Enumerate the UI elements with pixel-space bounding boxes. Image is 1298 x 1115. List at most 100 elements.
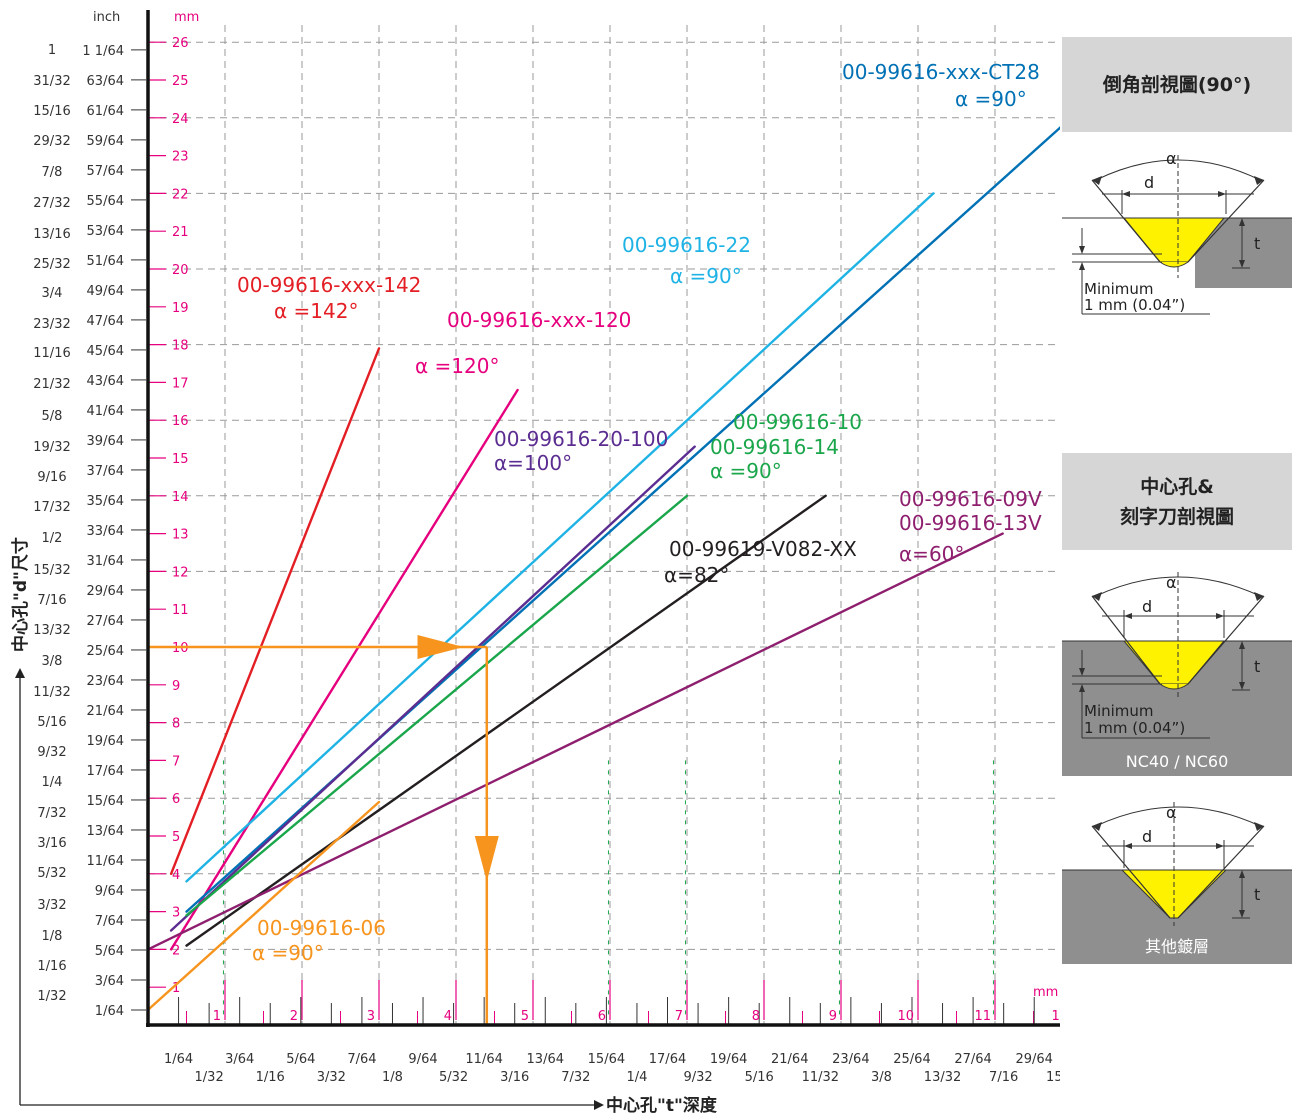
y-in64-label-35/64: 35/64: [87, 494, 124, 509]
series-line-8: [146, 800, 381, 1012]
y-inch-label-25/32: 25/32: [33, 257, 70, 272]
x-in64-label-7/64: 7/64: [347, 1052, 376, 1067]
label-10-name2: 00-99616-14: [710, 435, 839, 459]
axes: [146, 10, 1060, 1027]
y-axis-title: 中心孔"d"尺寸: [10, 537, 31, 652]
y-inch-label-19/32: 19/32: [33, 440, 70, 455]
example-arrowhead-right: [417, 635, 464, 659]
label-120-alpha: α =120°: [415, 354, 499, 378]
y-inch-label-13/32: 13/32: [33, 623, 70, 638]
series-line-2: [185, 192, 935, 883]
x-mm-label-8: 8: [752, 1009, 760, 1024]
x-in32-label-1/32: 1/32: [195, 1070, 224, 1085]
y-inch-label-11/32: 11/32: [33, 685, 70, 700]
y-in64-label-3/64: 3/64: [95, 974, 124, 989]
caption-other: 其他鍍層: [1144, 937, 1209, 956]
label-22-name: 00-99616-22: [622, 233, 751, 257]
y-inch-label-21/32: 21/32: [33, 377, 70, 392]
x-in32-label-7/16: 7/16: [989, 1070, 1018, 1085]
x-in64-label-29/64: 29/64: [1015, 1052, 1052, 1067]
y-inch-label-3/8: 3/8: [42, 654, 63, 669]
y-in64-label-39/64: 39/64: [87, 434, 124, 449]
chart-svg: 1234567891011121234567891011121314151617…: [10, 10, 1060, 1115]
y-mm-label-9: 9: [172, 679, 180, 694]
y-in64-label-59/64: 59/64: [87, 134, 124, 149]
y-in64-label-41/64: 41/64: [87, 404, 124, 419]
x-in32-label-13/32: 13/32: [924, 1070, 961, 1085]
y-in64-label-7/64: 7/64: [95, 914, 124, 929]
x-in64-label-19/64: 19/64: [710, 1052, 747, 1067]
y-mm-label-15: 15: [172, 452, 189, 467]
top-unit-inch: inch: [93, 10, 120, 25]
label-142-name: 00-99616-xxx-142: [237, 273, 421, 297]
panel-header-chamfer-text: 倒角剖視圖(90°): [1102, 73, 1252, 96]
y-in64-label-11/64: 11/64: [87, 854, 124, 869]
y-inch-label-1/32: 1/32: [37, 989, 66, 1004]
y-in64-label-1 1/64: 1 1/64: [82, 44, 124, 59]
y-inch-label-23/32: 23/32: [33, 317, 70, 332]
x-mm-label-3: 3: [367, 1009, 375, 1024]
x-in64-label-9/64: 9/64: [408, 1052, 437, 1067]
y-inch-label-15/16: 15/16: [33, 104, 70, 119]
label-100-name: 00-99616-20-100: [494, 427, 668, 451]
chamfer-d: d: [1144, 173, 1154, 192]
y-inch-label-3/16: 3/16: [37, 836, 66, 851]
y-inch-label-9/16: 9/16: [37, 470, 66, 485]
x-in64-label-13/64: 13/64: [527, 1052, 564, 1067]
y-in64-label-21/64: 21/64: [87, 704, 124, 719]
x-in64-label-1/64: 1/64: [164, 1052, 193, 1067]
x-mm-label-12: 12: [1051, 1009, 1060, 1024]
label-06-name: 00-99616-06: [257, 916, 386, 940]
series-labels: 00-99616-xxx-142 α =142° 00-99616-xxx-12…: [237, 60, 1042, 965]
x-in32-label-1/8: 1/8: [382, 1070, 403, 1085]
y-inch-label-7/16: 7/16: [37, 593, 66, 608]
y-in64-label-1/64: 1/64: [95, 1004, 124, 1019]
top-unit-mm: mm: [174, 10, 199, 25]
x-mm-label-9: 9: [829, 1009, 837, 1024]
nc-min-1: Minimum: [1084, 702, 1154, 720]
y-mm-label-18: 18: [172, 339, 189, 354]
y-mm-label-2: 2: [172, 943, 180, 958]
x-mm-label-7: 7: [675, 1009, 683, 1024]
y-in64-label-31/64: 31/64: [87, 554, 124, 569]
y-inch-label-5/16: 5/16: [37, 715, 66, 730]
y-in64-label-25/64: 25/64: [87, 644, 124, 659]
x-in64-label-27/64: 27/64: [954, 1052, 991, 1067]
y-in64-label-51/64: 51/64: [87, 254, 124, 269]
y-mm-label-24: 24: [172, 112, 189, 127]
y-in64-label-27/64: 27/64: [87, 614, 124, 629]
y-inch-label-13/16: 13/16: [33, 227, 70, 242]
nc-d: d: [1142, 597, 1152, 616]
chamfer-diagram: α d t Minimum 1 mm (0.04”): [1062, 150, 1292, 315]
panel-header-center: 中心孔& 刻字刀剖視圖: [1062, 453, 1292, 550]
other-t: t: [1254, 885, 1260, 904]
series-line-4: [169, 445, 696, 932]
tick-labels: 1234567891011121234567891011121314151617…: [33, 36, 1060, 1085]
x-in32-label-15/32: 15/32: [1046, 1070, 1060, 1085]
y-in64-label-13/64: 13/64: [87, 824, 124, 839]
series-line-5: [185, 494, 689, 917]
y-mm-label-3: 3: [172, 906, 180, 921]
series-line-6: [185, 494, 827, 947]
y-inch-label-9/32: 9/32: [37, 745, 66, 760]
y-in64-label-23/64: 23/64: [87, 674, 124, 689]
x-in32-label-3/8: 3/8: [871, 1070, 892, 1085]
y-inch-label-1/8: 1/8: [42, 929, 63, 944]
y-mm-label-10: 10: [172, 641, 189, 656]
label-09v-name1: 00-99616-09V: [899, 487, 1042, 511]
x-in32-label-9/32: 9/32: [683, 1070, 712, 1085]
x-mm-label-5: 5: [521, 1009, 529, 1024]
x-in64-label-17/64: 17/64: [649, 1052, 686, 1067]
y-inch-label-3/4: 3/4: [42, 286, 63, 301]
y-in64-label-29/64: 29/64: [87, 584, 124, 599]
panel-header-chamfer: 倒角剖視圖(90°): [1062, 37, 1292, 132]
y-in64-label-57/64: 57/64: [87, 164, 124, 179]
y-in64-label-43/64: 43/64: [87, 374, 124, 389]
label-142-alpha: α =142°: [274, 299, 358, 323]
nc-alpha: α: [1166, 573, 1177, 592]
label-06-alpha: α =90°: [252, 941, 324, 965]
y-in64-label-19/64: 19/64: [87, 734, 124, 749]
nc-t: t: [1254, 657, 1260, 676]
x-in32-label-3/16: 3/16: [500, 1070, 529, 1085]
panel-header-center-line1: 中心孔&: [1140, 475, 1214, 498]
